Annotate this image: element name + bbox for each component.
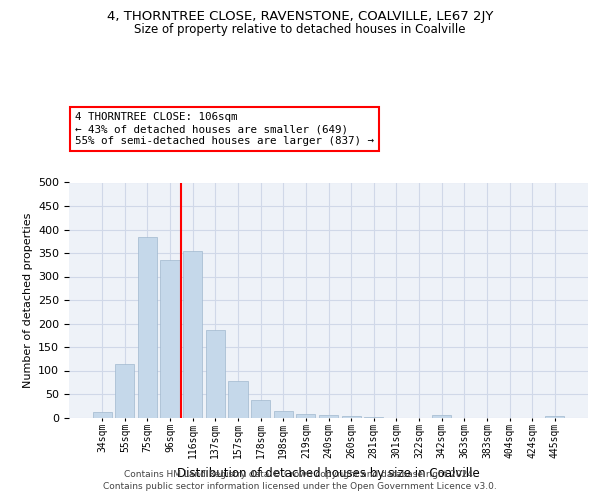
- Bar: [319, 415, 338, 418]
- Bar: [138, 236, 157, 418]
- Bar: [92, 412, 112, 418]
- Bar: [432, 415, 451, 418]
- Bar: [296, 414, 316, 418]
- Bar: [274, 412, 293, 418]
- Bar: [545, 416, 565, 418]
- Text: Contains public sector information licensed under the Open Government Licence v3: Contains public sector information licen…: [103, 482, 497, 491]
- Text: Contains HM Land Registry data © Crown copyright and database right 2024.: Contains HM Land Registry data © Crown c…: [124, 470, 476, 479]
- Bar: [229, 382, 248, 418]
- Bar: [206, 330, 225, 418]
- Bar: [251, 400, 270, 417]
- Text: 4 THORNTREE CLOSE: 106sqm
← 43% of detached houses are smaller (649)
55% of semi: 4 THORNTREE CLOSE: 106sqm ← 43% of detac…: [75, 112, 374, 146]
- Text: Size of property relative to detached houses in Coalville: Size of property relative to detached ho…: [134, 22, 466, 36]
- Bar: [183, 250, 202, 418]
- X-axis label: Distribution of detached houses by size in Coalville: Distribution of detached houses by size …: [177, 466, 480, 479]
- Bar: [341, 416, 361, 418]
- Text: 4, THORNTREE CLOSE, RAVENSTONE, COALVILLE, LE67 2JY: 4, THORNTREE CLOSE, RAVENSTONE, COALVILL…: [107, 10, 493, 23]
- Bar: [115, 364, 134, 418]
- Bar: [160, 260, 180, 418]
- Y-axis label: Number of detached properties: Number of detached properties: [23, 212, 32, 388]
